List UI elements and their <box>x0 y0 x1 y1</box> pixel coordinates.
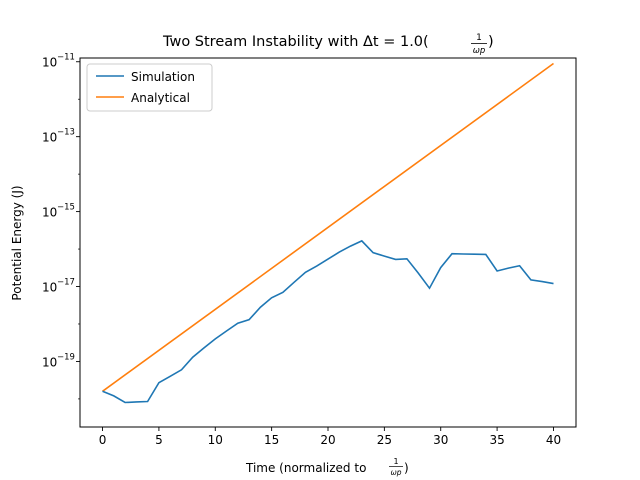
chart-title-main: Two Stream Instability with Δt = 1.0( <box>162 34 429 50</box>
x-tick-label: 0 <box>99 433 107 447</box>
x-tick-label: 5 <box>155 433 163 447</box>
legend-label-simulation: Simulation <box>131 70 195 84</box>
x-tick-label: 40 <box>546 433 561 447</box>
legend: Simulation Analytical <box>86 63 213 112</box>
y-tick-label-exponent: −15 <box>57 203 75 213</box>
x-axis-label-fraction-denominator: ωp <box>390 468 401 477</box>
x-tick-label: 15 <box>264 433 279 447</box>
legend-label-analytical: Analytical <box>131 91 190 105</box>
x-axis-label: Time (normalized to 1 ωp ) <box>245 457 409 477</box>
y-tick-label-exponent: −11 <box>57 53 75 63</box>
x-axis-ticks: 0 5 10 15 20 25 30 35 40 <box>99 427 561 447</box>
x-axis-label-fraction-numerator: 1 <box>393 457 398 466</box>
series-layer <box>102 62 554 404</box>
chart-title: Two Stream Instability with Δt = 1.0( 1 … <box>162 33 494 56</box>
y-tick-label: 10 <box>42 56 57 70</box>
x-tick-label: 20 <box>320 433 335 447</box>
y-tick-label-exponent: −19 <box>57 352 75 362</box>
x-tick-label: 10 <box>208 433 223 447</box>
y-axis-label: Potential Energy (J) <box>10 185 24 300</box>
x-axis-label-close: ) <box>404 461 409 475</box>
y-tick-label: 10 <box>42 355 57 369</box>
y-tick-label: 10 <box>42 206 57 220</box>
series-line-simulation <box>102 239 554 404</box>
series-line-analytical <box>102 62 554 392</box>
y-tick-label: 10 <box>42 281 57 295</box>
x-tick-label: 25 <box>377 433 392 447</box>
chart-title-fraction-denominator: ωp <box>473 46 486 56</box>
chart-title-fraction-numerator: 1 <box>476 33 482 43</box>
x-tick-label: 30 <box>433 433 448 447</box>
x-tick-label: 35 <box>489 433 504 447</box>
x-axis-label-main: Time (normalized to <box>245 461 366 475</box>
y-tick-label-exponent: −17 <box>57 278 75 288</box>
y-tick-label: 10 <box>42 131 57 145</box>
y-tick-label-exponent: −13 <box>57 128 75 138</box>
chart-title-close: ) <box>488 34 494 50</box>
